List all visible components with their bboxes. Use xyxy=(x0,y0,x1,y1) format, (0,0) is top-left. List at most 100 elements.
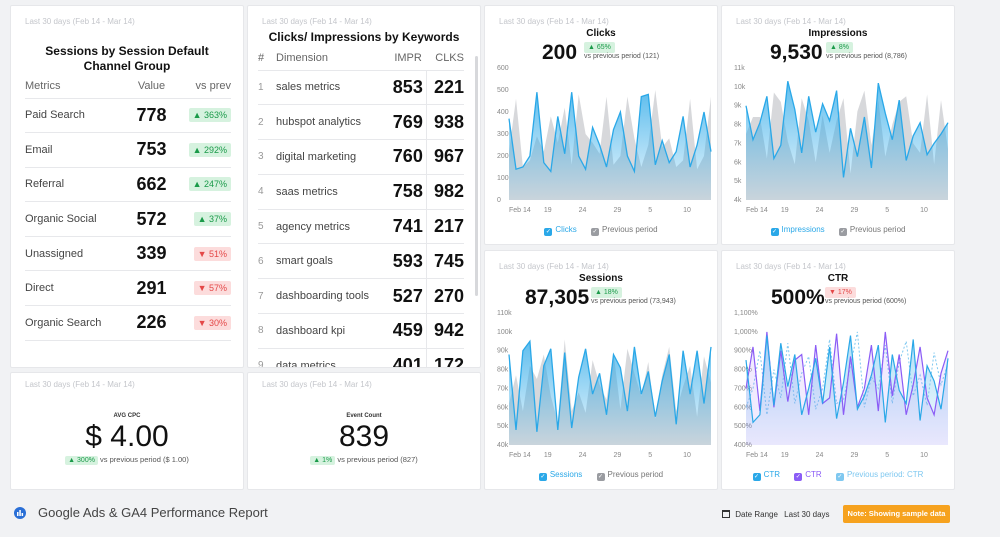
y-tick-label: 400% xyxy=(734,442,752,449)
table-row: 9 data metrics 401 172 xyxy=(258,348,464,367)
x-tick-label: Feb 14 xyxy=(509,452,531,459)
legend-item[interactable]: ✓ Previous period xyxy=(590,225,658,236)
col-header: # xyxy=(258,46,276,71)
col-header: Value xyxy=(130,74,173,99)
row-impressions: 459 xyxy=(389,313,428,349)
row-index: 5 xyxy=(258,209,276,245)
change-badge: ▲ 300% xyxy=(65,456,98,465)
legend-item[interactable]: ✓ CTR xyxy=(794,470,822,481)
change-badge: ▲ 363% xyxy=(188,108,231,123)
row-value: 572 xyxy=(130,201,173,237)
event-count-card: Last 30 days (Feb 14 - Mar 14) Event Cou… xyxy=(247,372,481,490)
row-label: Referral xyxy=(25,167,131,203)
x-tick-label: 5 xyxy=(885,452,889,459)
table-scrollbar[interactable] xyxy=(475,56,478,296)
y-tick-label: 7k xyxy=(734,140,742,147)
y-tick-label: 4k xyxy=(734,197,742,204)
table-row: 4 saas metrics 758 982 xyxy=(258,174,464,210)
change-badge: ▲ 65% xyxy=(584,42,615,53)
col-header: CLKS xyxy=(426,46,464,71)
x-tick-label: 19 xyxy=(781,452,789,459)
comparison-text: vs previous period (600%) xyxy=(825,298,907,305)
row-change: ▼ 57% xyxy=(172,270,231,307)
legend-item[interactable]: ✓ Sessions xyxy=(538,470,583,481)
sessions-channel-card: Last 30 days (Feb 14 - Mar 14) Sessions … xyxy=(10,5,244,368)
table-row: Organic Search 226 ▼ 30% xyxy=(25,305,231,341)
table-row: 8 dashboard kpi 459 942 xyxy=(258,313,464,349)
date-range[interactable]: Date Range Last 30 days xyxy=(722,510,830,519)
y-tick-label: 9k xyxy=(734,103,742,110)
y-tick-label: 700% xyxy=(734,385,752,392)
row-clicks: 942 xyxy=(426,313,464,349)
row-clicks: 982 xyxy=(426,174,464,210)
y-tick-label: 0 xyxy=(497,197,501,204)
table-row: Paid Search 778 ▲ 363% xyxy=(25,98,231,134)
y-tick-label: 600 xyxy=(497,65,509,72)
legend-item[interactable]: ✓ Previous period: CTR xyxy=(835,470,924,481)
y-tick-label: 200 xyxy=(497,153,509,160)
impressions-chart: 4k 5k 6k 7k 8k 9k 10k 11k Feb 14 19 24 29 5 10 xyxy=(734,65,949,214)
legend-item[interactable]: ✓ Clicks xyxy=(544,225,577,236)
y-tick-label: 1,000% xyxy=(734,329,758,336)
series-line xyxy=(745,81,949,178)
period-label: Last 30 days (Feb 14 - Mar 14) xyxy=(499,262,609,271)
row-label: smart goals xyxy=(276,243,390,280)
row-label: data metrics xyxy=(276,348,390,367)
change-badge: ▲ 247% xyxy=(188,177,231,192)
legend-label: CTR xyxy=(805,470,822,479)
chart-legend: ✓ CTR ✓ CTR ✓ Previous period: CTR xyxy=(722,470,954,481)
avg-cpc-card: Last 30 days (Feb 14 - Mar 14) AVG CPC $… xyxy=(10,372,244,490)
legend-label: Previous period xyxy=(601,225,658,234)
legend-label: Sessions xyxy=(549,470,583,479)
x-tick-label: 24 xyxy=(579,452,587,459)
x-tick-label: 5 xyxy=(648,452,652,459)
row-impressions: 593 xyxy=(389,243,428,280)
row-label: Organic Search xyxy=(25,305,131,341)
row-index: 9 xyxy=(258,348,276,367)
legend-item[interactable]: ✓ Previous period xyxy=(838,225,906,236)
chart-legend: ✓ Clicks ✓ Previous period xyxy=(485,225,717,236)
y-tick-label: 1,100% xyxy=(734,310,758,317)
change-badge: ▼ 57% xyxy=(193,281,231,296)
row-label: Organic Social xyxy=(25,201,131,237)
impressions-chart-card: Last 30 days (Feb 14 - Mar 14) Impressio… xyxy=(721,5,955,245)
keywords-card: Last 30 days (Feb 14 - Mar 14) Clicks/ I… xyxy=(247,5,481,368)
report-logo-icon xyxy=(14,506,26,524)
change-badge: ▲ 1% xyxy=(310,456,336,465)
series-area xyxy=(509,341,711,445)
clicks-chart: 0 100 200 300 400 500 600 Feb 14 19 24 29 5 10 xyxy=(497,65,712,214)
table-row: Organic Social 572 ▲ 37% xyxy=(25,201,231,237)
y-tick-label: 8k xyxy=(734,122,742,129)
change-badge: ▲ 18% xyxy=(591,287,622,298)
y-tick-label: 100 xyxy=(497,175,509,182)
col-header: IMPR xyxy=(389,46,427,71)
row-change: ▼ 51% xyxy=(172,236,231,272)
col-header: Dimension xyxy=(276,46,390,71)
row-change: ▲ 363% xyxy=(172,98,231,134)
row-impressions: 527 xyxy=(389,278,428,315)
keywords-table: # Dimension IMPR CLKS 1 sales metrics 853 2… xyxy=(258,46,464,367)
row-label: agency metrics xyxy=(276,209,390,245)
clicks-chart-card: Last 30 days (Feb 14 - Mar 14) Clicks 20… xyxy=(484,5,718,245)
row-index: 4 xyxy=(258,174,276,210)
y-tick-label: 500% xyxy=(734,423,752,430)
row-index: 7 xyxy=(258,278,276,315)
chart-value: 87,305 xyxy=(525,286,590,309)
x-tick-label: 19 xyxy=(781,207,789,214)
date-range-label: Date Range xyxy=(735,510,778,519)
report-title: Google Ads & GA4 Performance Report xyxy=(38,505,268,520)
y-tick-label: 100k xyxy=(497,329,513,336)
series-line xyxy=(745,331,949,417)
y-tick-label: 80k xyxy=(497,367,509,374)
row-value: 226 xyxy=(130,305,173,341)
period-label: Last 30 days (Feb 14 - Mar 14) xyxy=(25,17,135,26)
series-line xyxy=(508,339,712,432)
legend-item[interactable]: ✓ CTR xyxy=(752,470,781,481)
comparison-text: vs previous period (827) xyxy=(337,455,418,464)
row-impressions: 769 xyxy=(389,104,428,141)
legend-item[interactable]: ✓ Previous period xyxy=(596,470,664,481)
kpi-value: $ 4.00 xyxy=(85,420,169,453)
period-label: Last 30 days (Feb 14 - Mar 14) xyxy=(262,17,372,26)
row-clicks: 938 xyxy=(426,104,464,141)
legend-item[interactable]: ✓ Impressions xyxy=(770,225,825,236)
